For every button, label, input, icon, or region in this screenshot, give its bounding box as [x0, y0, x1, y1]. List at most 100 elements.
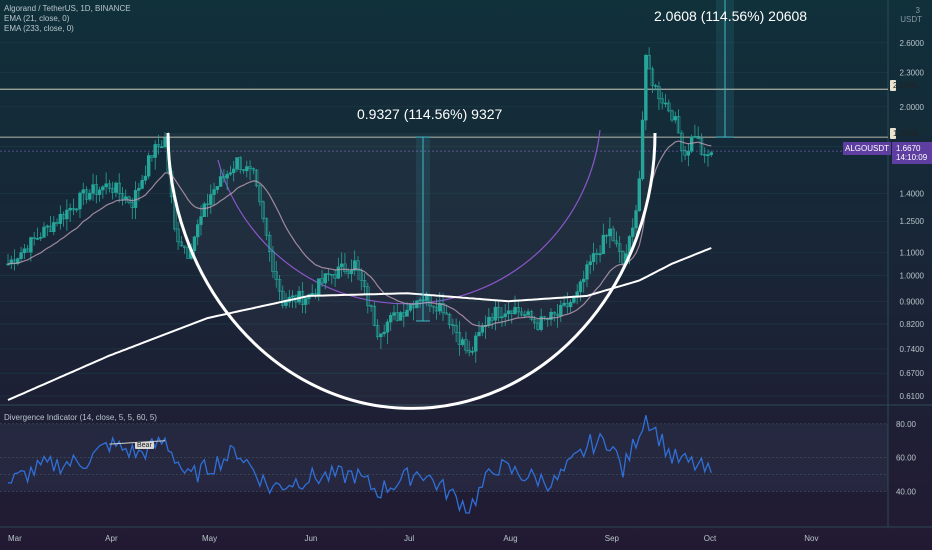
- symbol-line[interactable]: Algorand / TetherUS, 1D, BINANCE: [4, 4, 131, 13]
- candle-body: [290, 295, 295, 298]
- candle-body: [35, 238, 40, 240]
- candle-body: [163, 137, 167, 148]
- candle-body: [68, 207, 72, 211]
- measure-label-upper: 2.0608 (114.56%) 20608: [654, 8, 808, 24]
- candle-body: [657, 86, 661, 100]
- candle-body: [97, 189, 102, 195]
- candle-body: [441, 303, 445, 314]
- candle-body: [120, 193, 125, 200]
- price-axis-label: 0.8200: [900, 320, 925, 329]
- candle-body: [91, 184, 95, 194]
- candle-body: [519, 311, 524, 316]
- candle-body: [382, 331, 386, 334]
- candle-body: [539, 316, 543, 330]
- candle-body: [143, 175, 148, 181]
- candle-body: [330, 274, 334, 276]
- candle-body: [451, 324, 455, 327]
- cup-arc: [166, 132, 657, 410]
- candle-body: [402, 312, 406, 317]
- last-price-tag: 1.6670 14:10:09: [892, 142, 932, 164]
- candle-body: [631, 227, 635, 237]
- candle-body: [673, 116, 677, 121]
- candle-body: [667, 102, 671, 112]
- candle-body: [336, 266, 341, 279]
- candle-body: [457, 332, 462, 345]
- candle-body: [215, 186, 220, 190]
- bear-label: Bear: [135, 442, 154, 449]
- candle-body: [447, 313, 452, 326]
- candle-body: [503, 313, 507, 318]
- candle-body: [114, 182, 118, 193]
- candle-body: [196, 224, 200, 238]
- candle-body: [644, 54, 648, 121]
- candle-body: [228, 172, 233, 175]
- time-axis-label: Apr: [105, 534, 118, 543]
- candle-body: [689, 136, 694, 152]
- candle-body: [552, 311, 556, 315]
- candle-body: [663, 102, 668, 105]
- candle-body: [372, 305, 377, 326]
- candle-body: [582, 278, 586, 283]
- candle-body: [45, 225, 49, 228]
- candle-body: [310, 293, 314, 295]
- candle-body: [235, 157, 239, 170]
- candle-body: [640, 119, 645, 180]
- candle-body: [588, 261, 592, 266]
- candle-body: [474, 335, 478, 352]
- candle-body: [267, 234, 272, 252]
- unit-label: 3 USDT: [898, 6, 922, 24]
- candle-body: [153, 144, 157, 158]
- candle-body: [339, 263, 344, 268]
- ema21-legend[interactable]: EMA (21, close, 0): [4, 14, 70, 23]
- candle-body: [454, 325, 458, 333]
- candle-body: [490, 316, 494, 321]
- candle-body: [444, 312, 449, 315]
- candle-body: [146, 155, 151, 177]
- osc-axis-label: 80.00: [896, 420, 917, 429]
- candle-body: [179, 241, 184, 247]
- candle-body: [248, 166, 252, 169]
- time-axis-label: Mar: [8, 534, 22, 543]
- candle-body: [617, 243, 622, 252]
- candle-body: [88, 192, 92, 200]
- candle-body: [212, 189, 216, 195]
- price-axis-label: 0.7400: [900, 345, 925, 354]
- ema233-legend[interactable]: EMA (233, close, 0): [4, 24, 74, 33]
- candle-body: [703, 154, 707, 156]
- candle-body: [74, 208, 79, 211]
- candle-body: [343, 263, 347, 272]
- candle-body: [568, 302, 573, 308]
- last-price: 1.6670: [896, 144, 921, 153]
- candle-body: [696, 136, 700, 139]
- candle-body: [52, 222, 56, 232]
- candle-body: [238, 157, 242, 170]
- candle-body: [634, 210, 638, 229]
- candle-body: [464, 339, 468, 351]
- candle-body: [493, 306, 498, 321]
- osc-axis-label: 60.00: [896, 454, 917, 463]
- candle-body: [346, 271, 350, 275]
- candle-body: [19, 252, 23, 259]
- candle-body: [670, 110, 674, 121]
- measure-label-lower: 0.9327 (114.56%) 9327: [357, 106, 503, 122]
- price-axis-label: 2.0000: [900, 103, 925, 112]
- candle-body: [434, 306, 439, 312]
- candle-body: [320, 278, 324, 284]
- candle-body: [58, 213, 63, 224]
- candle-body: [496, 306, 501, 319]
- candle-body: [241, 169, 246, 172]
- candle-body: [29, 237, 33, 253]
- time-axis-label: Sep: [605, 534, 620, 543]
- candle-body: [281, 290, 285, 306]
- candle-body: [117, 182, 121, 194]
- candle-body: [693, 136, 697, 138]
- candle-body: [271, 251, 275, 272]
- candle-body: [536, 322, 540, 330]
- candle-body: [480, 326, 484, 333]
- price-axis-label: 1.4000: [900, 190, 925, 199]
- indicator-title[interactable]: Divergence Indicator (14, close, 5, 5, 6…: [4, 413, 157, 422]
- candle-body: [32, 237, 36, 240]
- candle-body: [549, 311, 553, 320]
- time-axis-label: Nov: [804, 534, 818, 543]
